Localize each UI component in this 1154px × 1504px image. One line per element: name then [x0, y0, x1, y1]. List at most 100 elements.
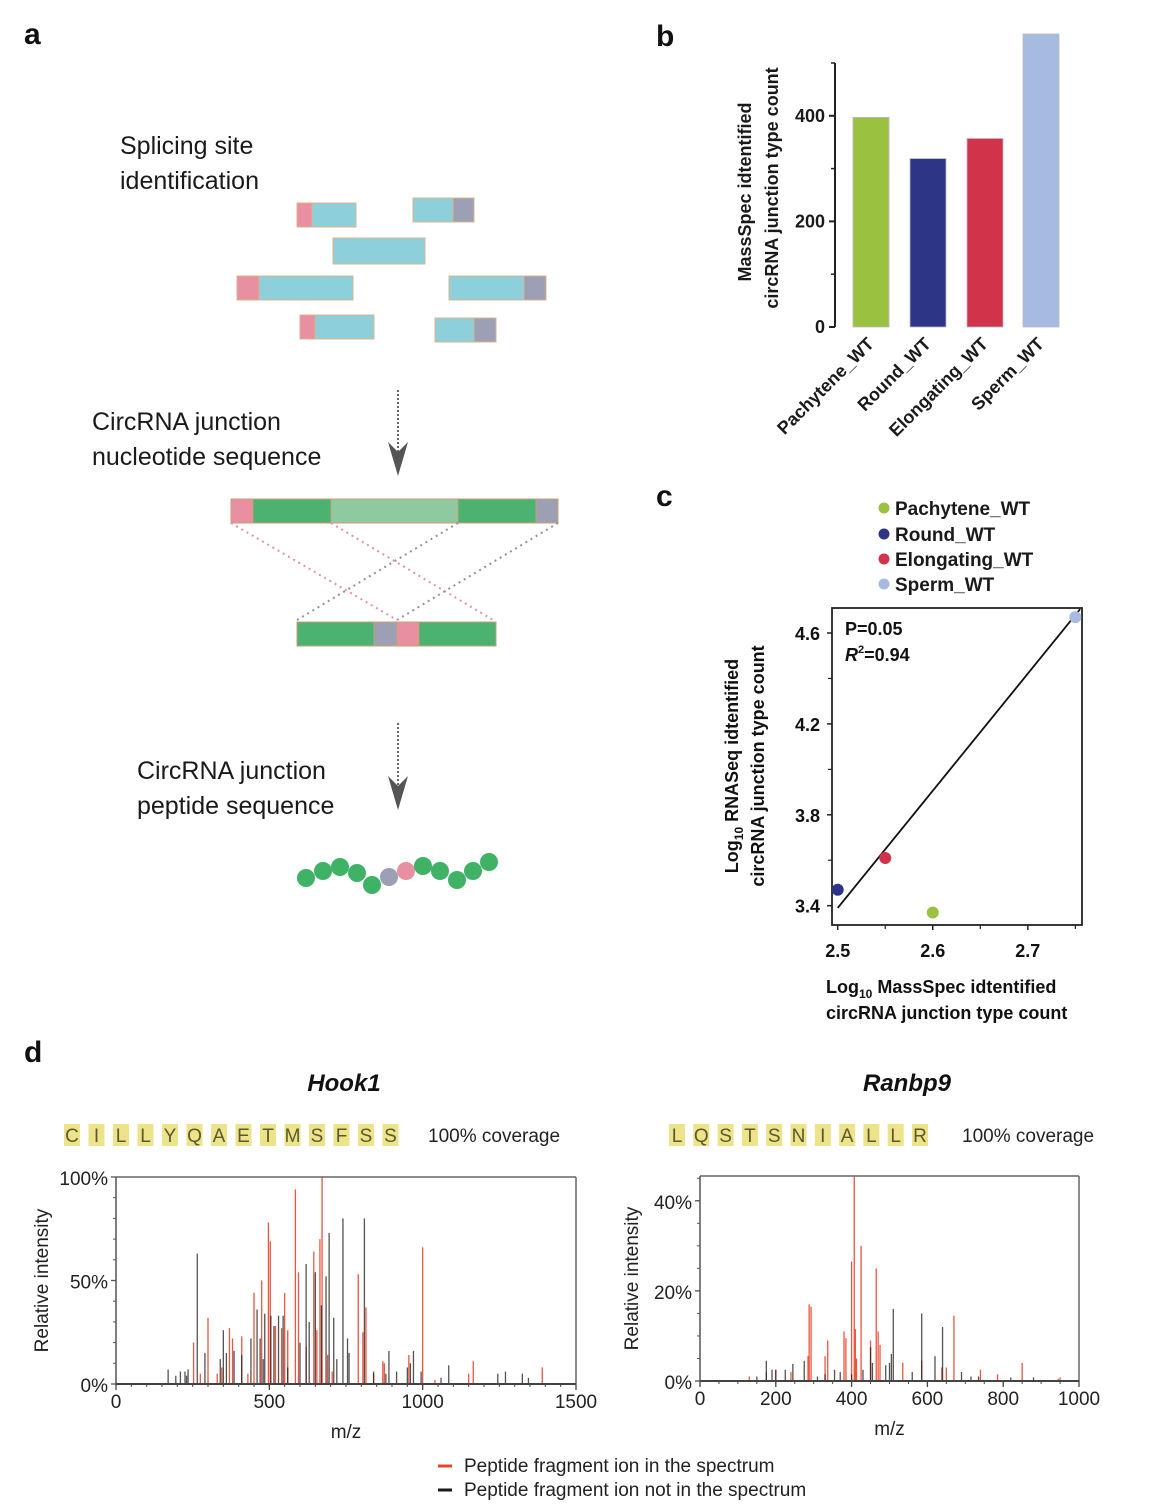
amino-acid-bead — [448, 871, 466, 889]
y-tick-label: 0% — [665, 1373, 693, 1394]
legend-marker-c — [878, 502, 890, 514]
x-tick-label: 1500 — [555, 1392, 597, 1413]
x-axis-title: m/z — [331, 1422, 362, 1443]
y-tick-label: 100% — [59, 1169, 108, 1190]
legend-item-unmatched: Peptide fragment ion not in the spectrum — [438, 1480, 806, 1501]
residue-highlight — [186, 1124, 203, 1146]
legend-label-unmatched: Peptide fragment ion not in the spectrum — [464, 1480, 806, 1501]
residue-highlight — [669, 1124, 685, 1146]
y-tick-label: 0% — [81, 1376, 109, 1397]
y-tick-label-c: 4.2 — [795, 715, 820, 735]
residue-highlight — [309, 1124, 325, 1146]
residue-letter: L — [140, 1126, 151, 1147]
residue-highlight — [260, 1124, 276, 1146]
y-tick-label-c: 3.4 — [795, 897, 820, 917]
panel-a-letter: a — [24, 18, 41, 51]
residue-highlight — [235, 1124, 252, 1146]
y-axis-title: Relative intensity — [32, 1208, 53, 1352]
x-tick-label-c: 2.7 — [1015, 941, 1040, 961]
scatter-chart-c: Pachytene_WT Round_WT Elongating_WT Sperm_W… — [722, 499, 1083, 1023]
y-tick-label-b: 0 — [815, 317, 825, 337]
read — [299, 314, 375, 340]
residue-highlight — [814, 1124, 831, 1146]
x-axis-title-sub: 10 — [859, 987, 873, 1001]
y-tick-label: 50% — [70, 1273, 108, 1294]
residue-letter: F — [336, 1126, 348, 1147]
y-axis-title-c-line2: circRNA junction type count — [748, 645, 768, 886]
legend-marker-c — [878, 528, 890, 540]
x-axis-title-c-line1: Log10 MassSpec idtentified — [826, 977, 1056, 1001]
residue-highlight — [64, 1124, 80, 1146]
legend-item-matched: Peptide fragment ion in the spectrum — [438, 1456, 775, 1477]
residue-letter: I — [820, 1126, 825, 1147]
residue-letter: S — [384, 1126, 397, 1147]
x-tick-label-b: Elongating_WT — [885, 334, 992, 441]
panel-a: a Splicing site identification — [24, 18, 559, 894]
residue-highlight — [358, 1124, 374, 1146]
residue-letter: T — [744, 1126, 756, 1147]
point-elongating-wt — [879, 851, 892, 864]
residue-highlight — [137, 1124, 154, 1146]
plot-frame-c — [831, 607, 1083, 926]
bar-elongating-wt — [966, 138, 1004, 328]
residue-highlight — [766, 1124, 783, 1146]
residue-letter: A — [841, 1126, 854, 1147]
residue-letter: L — [116, 1126, 127, 1147]
x-tick-label: 400 — [836, 1389, 868, 1410]
amino-acid-bead — [397, 862, 415, 880]
step-3-label-line1: CircRNA junction — [137, 757, 326, 785]
amino-acid-bead — [380, 868, 398, 886]
amino-acid-bead — [431, 862, 449, 880]
read — [412, 197, 475, 223]
residue-letter: T — [262, 1126, 274, 1147]
panel-c: c Pachytene_WT Round_WT Elongating_WT Sperm… — [656, 480, 1083, 1023]
read — [448, 275, 547, 301]
x-tick-label-c: 2.6 — [920, 941, 945, 961]
panel-b-letter: b — [656, 20, 674, 53]
gene-title: Ranbp9 — [863, 1070, 952, 1097]
step-1-label-line1: Splicing site — [120, 132, 253, 160]
residue-letter: S — [360, 1126, 373, 1147]
r-squared-symbol: R — [845, 645, 858, 665]
y-tick-label-b: 400 — [795, 106, 825, 126]
peptide-beads — [297, 853, 498, 894]
x-axis-title-c-line2: circRNA junction type count — [826, 1003, 1067, 1023]
residue-highlight — [717, 1124, 734, 1146]
residue-highlight — [863, 1124, 880, 1146]
bar-chart-b: 0200400Pachytene_WTRound_WTElongating_WT… — [735, 33, 1060, 441]
down-arrow-icon — [388, 723, 408, 810]
x-axis-title-rest: MassSpec idtentified — [872, 977, 1056, 997]
step-2-label-line2: nucleotide sequence — [92, 443, 321, 471]
residue-highlight — [333, 1124, 350, 1146]
r-squared-value: =0.94 — [864, 645, 910, 665]
y-axis-title-rest: RNASeq idtentified — [722, 659, 742, 827]
x-tick-label: 1000 — [1058, 1389, 1100, 1410]
y-tick-label-c: 3.8 — [795, 806, 820, 826]
x-axis-title-log: Log — [826, 977, 859, 997]
x-tick-label: 600 — [912, 1389, 944, 1410]
residue-highlight — [88, 1124, 105, 1146]
x-tick-label: 1000 — [402, 1392, 444, 1413]
amino-acid-bead — [348, 864, 366, 882]
x-tick-label-c: 2.5 — [825, 941, 850, 961]
panel-b: b 0200400Pachytene_WTRound_WTElongating_… — [656, 20, 1060, 441]
junction-nucleotide-sequence — [230, 498, 559, 524]
r-squared-annotation: R2=0.94 — [845, 644, 910, 665]
residue-letter: M — [285, 1126, 301, 1147]
coverage-label: 100% coverage — [962, 1126, 1094, 1147]
y-axis-title-c-line1: Log10 RNASeq idtentified — [722, 659, 746, 873]
amino-acid-bead — [331, 858, 349, 876]
residue-letter: I — [94, 1126, 99, 1147]
legend-label-c: Sperm_WT — [895, 575, 995, 596]
x-tick-label: 800 — [987, 1389, 1019, 1410]
amino-acid-bead — [297, 869, 315, 887]
amino-acid-bead — [314, 862, 332, 880]
r-squared-superscript: 2 — [858, 644, 864, 656]
x-tick-label: 0 — [695, 1389, 706, 1410]
residue-highlight — [211, 1124, 227, 1146]
amino-acid-bead — [363, 876, 381, 894]
back-spliced-junction — [296, 621, 497, 647]
y-tick-label-b: 200 — [795, 211, 825, 231]
x-axis-title: m/z — [874, 1419, 905, 1440]
